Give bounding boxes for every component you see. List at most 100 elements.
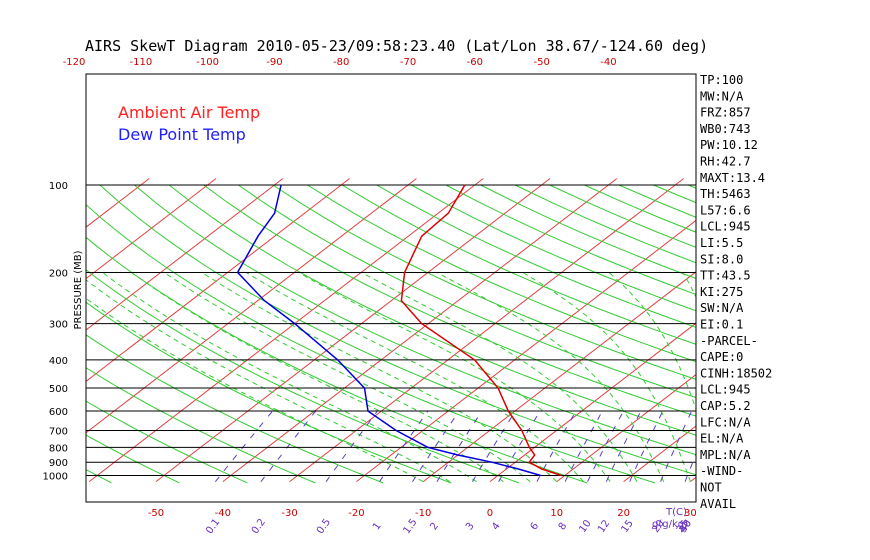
- top-temp-tick-label: -70: [400, 57, 416, 68]
- top-temp-tick-label: -100: [196, 57, 219, 68]
- moist-adiabat-line: [361, 271, 638, 482]
- mixing-ratio-tick-label: 10: [577, 518, 593, 535]
- stability-index-label: SW:N/A: [700, 301, 744, 315]
- dry-adiabat-line: [411, 184, 696, 312]
- bottom-temp-tick-label: -30: [281, 508, 297, 519]
- stability-index-label: EI:0.1: [700, 318, 743, 332]
- mixing-ratio-tick-label: 1.5: [401, 517, 419, 536]
- stability-index-label: -WIND-: [700, 464, 743, 478]
- bottom-temp-tick-label: -20: [348, 508, 364, 519]
- moist-adiabat-line: [102, 272, 477, 483]
- pressure-tick-label: 100: [49, 181, 68, 192]
- stability-index-label: TP:100: [700, 73, 743, 87]
- dry-adiabat-line: [86, 400, 248, 484]
- x-axis-label: T(C): [665, 507, 687, 518]
- mixing-ratio-unit-label: g(g/kg): [652, 519, 688, 530]
- mixing-ratio-tick-label: 15: [619, 518, 635, 535]
- pressure-tick-label: 600: [49, 407, 68, 418]
- bottom-temp-tick-label: -40: [215, 508, 231, 519]
- mixing-ratio-line: [605, 410, 642, 482]
- stability-index-label: LI:5.5: [700, 236, 743, 250]
- moist-adiabat-line: [298, 271, 611, 482]
- stability-index-label: TT:43.5: [700, 269, 751, 283]
- dew-point-templine: [236, 184, 542, 477]
- moist-adiabat-line: [522, 271, 691, 482]
- stability-index-label: LCL:945: [700, 383, 751, 397]
- mixing-ratio-tick-label: 0.1: [204, 517, 222, 536]
- pressure-tick-label: 800: [49, 443, 68, 454]
- pressure-tick-label: 500: [49, 384, 68, 395]
- pressure-tick-label: 700: [49, 427, 68, 438]
- bottom-temp-tick-label: -50: [148, 508, 164, 519]
- stability-index-label: FRZ:857: [700, 106, 751, 120]
- isotherm-line: [356, 219, 696, 483]
- dry-adiabat-line: [238, 184, 696, 399]
- moist-adiabat-line: [201, 271, 558, 483]
- moist-adiabat-line: [131, 271, 504, 483]
- legend-entry: Ambient Air Temp: [118, 103, 260, 122]
- y-axis-label: PRESSURE (MB): [73, 250, 84, 329]
- isotherm-line: [289, 178, 684, 483]
- plot-frame: [85, 73, 697, 503]
- stability-index-label: -PARCEL-: [700, 334, 758, 348]
- dry-adiabat-line: [480, 184, 696, 280]
- bottom-temp-tick-label: -10: [415, 508, 431, 519]
- stability-index-label: KI:275: [700, 285, 743, 299]
- plot-border: [85, 73, 697, 503]
- isotherm-line: [757, 179, 870, 482]
- isotherm-line: [0, 179, 16, 482]
- mixing-ratio-tick-label: 8: [557, 521, 570, 533]
- mixing-ratio-tick-label: 1: [371, 521, 384, 533]
- ambient-air-templine: [400, 184, 562, 477]
- dry-adiabat-line: [653, 184, 696, 204]
- mixing-ratio-tick-label: 12: [596, 518, 612, 535]
- isotherm-line: [824, 179, 870, 482]
- top-temp-tick-label: -120: [63, 57, 86, 68]
- stability-index-label: NOT: [700, 481, 722, 495]
- dry-adiabat-line: [168, 184, 696, 436]
- bottom-temp-tick-label: 10: [550, 508, 563, 519]
- isotherm-line: [155, 178, 551, 483]
- top-temp-tick-label: -40: [600, 57, 616, 68]
- stability-index-label: MAXT:13.4: [700, 171, 765, 185]
- mixing-ratio-tick-label: 4: [490, 521, 503, 533]
- stability-index-label: L57:6.6: [700, 203, 751, 217]
- moist-adiabat-line: [163, 271, 531, 483]
- moist-adiabat-line: [245, 271, 584, 483]
- isotherm-line: [422, 271, 696, 483]
- top-temp-tick-label: -80: [333, 57, 349, 68]
- top-temp-tick-label: -90: [266, 57, 282, 68]
- stability-index-label: LFC:N/A: [700, 415, 751, 429]
- dry-adiabat-line: [272, 184, 696, 380]
- dry-adiabat-line: [376, 184, 696, 328]
- isotherm-line: [0, 179, 82, 482]
- pressure-tick-label: 900: [49, 458, 68, 469]
- stability-index-label: EL:N/A: [700, 432, 744, 446]
- mixing-ratio-tick-label: 0.5: [315, 517, 333, 536]
- stability-index-label: MPL:N/A: [700, 448, 751, 462]
- stability-index-label: SI:8.0: [700, 252, 743, 266]
- mixing-ratio-line: [260, 410, 317, 483]
- top-temp-tick-label: -60: [467, 57, 483, 68]
- dry-adiabat-line: [203, 184, 696, 417]
- mixing-ratio-tick-label: 0.2: [250, 517, 268, 536]
- pressure-tick-label: 400: [49, 356, 68, 367]
- stability-index-label: WB0:743: [700, 122, 751, 136]
- isotherm-line: [489, 322, 696, 483]
- mixing-ratio-tick-label: 3: [464, 521, 477, 533]
- top-temp-tick-label: -110: [129, 57, 152, 68]
- moist-adiabat-line: [436, 271, 665, 482]
- mixing-ratio-tick-label: 6: [529, 521, 542, 533]
- stability-index-label: PW:10.12: [700, 138, 758, 152]
- stability-indices: TP:100 MW:N/A FRZ:857 WB0:743 PW:10.12 RH:42.…: [700, 73, 772, 511]
- isotherm-line: [623, 425, 696, 483]
- stability-index-label: CINH:18502: [700, 366, 772, 380]
- stability-index-label: TH:5463: [700, 187, 751, 201]
- stability-index-label: CAP:5.2: [700, 399, 751, 413]
- moist-adiabat-line: [86, 279, 451, 483]
- isotherm-line: [86, 178, 350, 382]
- pressure-tick-label: 300: [49, 320, 68, 331]
- stability-index-label: AVAIL: [700, 497, 736, 511]
- mixing-ratio-line: [498, 410, 541, 482]
- isotherm-line: [86, 178, 417, 434]
